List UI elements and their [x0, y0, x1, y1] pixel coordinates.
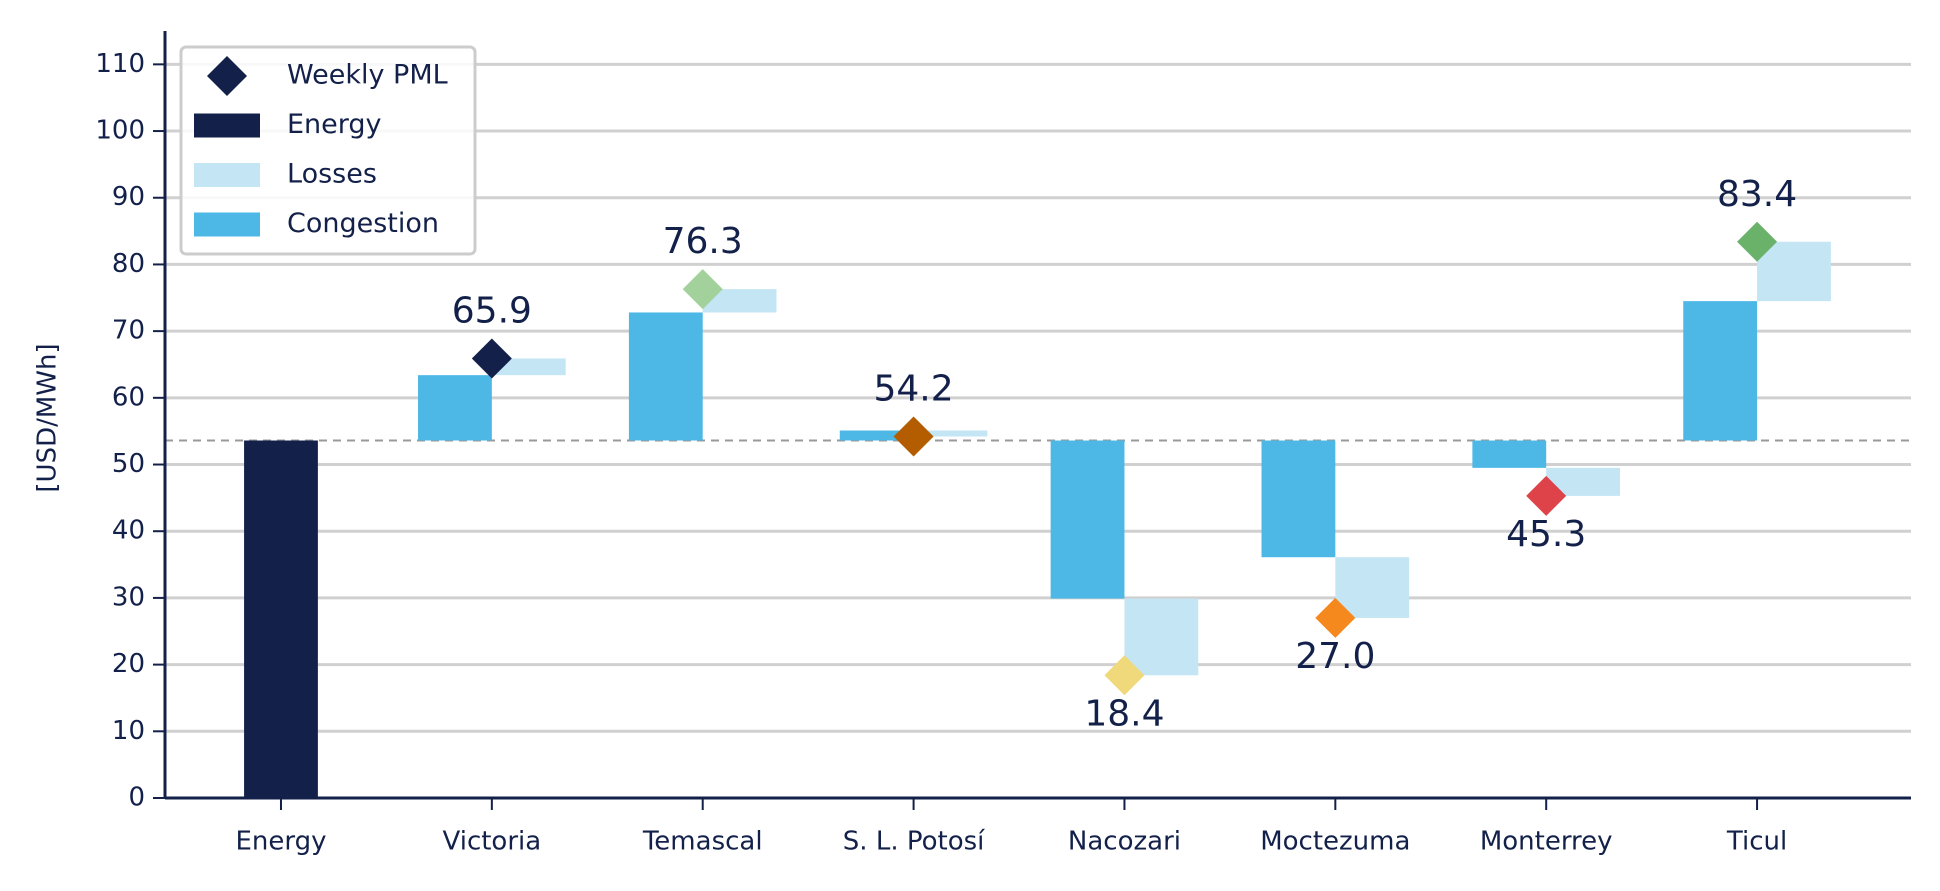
y-tick-label: 10 — [112, 716, 145, 746]
legend-swatch — [194, 163, 260, 187]
x-tick-label: Temascal — [642, 827, 763, 857]
y-tick-label: 0 — [128, 783, 145, 813]
pml-marker — [471, 338, 512, 379]
losses-bar — [1335, 557, 1410, 618]
congestion-bar — [418, 375, 492, 441]
congestion-bar — [1261, 440, 1336, 558]
y-tick-label: 30 — [112, 582, 145, 612]
y-axis-label: [USD/MWh] — [33, 343, 63, 492]
y-tick-label: 20 — [112, 649, 145, 679]
y-tick-label: 60 — [112, 382, 145, 412]
value-label: 45.3 — [1506, 514, 1586, 555]
legend-label: Congestion — [287, 208, 439, 239]
legend-label: Losses — [287, 159, 377, 190]
y-tick-label: 110 — [95, 49, 145, 79]
congestion-bar — [839, 430, 914, 441]
y-tick-label: 40 — [112, 516, 145, 546]
y-tick-label: 90 — [112, 182, 145, 212]
value-label: 27.0 — [1295, 636, 1375, 677]
congestion-bar — [1683, 301, 1758, 441]
pml-marker — [1526, 475, 1567, 516]
value-label: 83.4 — [1717, 174, 1797, 215]
losses-bar — [913, 430, 988, 437]
y-tick-label: 100 — [95, 116, 145, 146]
losses-bar — [491, 358, 566, 376]
x-tick-label: S. L. Potosí — [843, 827, 985, 857]
value-label: 54.2 — [874, 369, 954, 410]
legend-box — [179, 45, 477, 256]
losses-bar — [702, 289, 777, 313]
pml-marker — [1104, 655, 1145, 696]
y-tick-label: 80 — [112, 249, 145, 279]
x-tick-label: Energy — [235, 827, 326, 857]
value-label: 18.4 — [1084, 693, 1164, 734]
legend-label: Weekly PML — [287, 60, 448, 91]
y-tick-label: 50 — [112, 449, 145, 479]
value-label: 65.9 — [452, 290, 532, 331]
legend-marker — [207, 56, 247, 96]
congestion-bar — [1050, 440, 1125, 599]
congestion-bar — [628, 312, 703, 441]
pml-marker — [682, 269, 723, 310]
legend-swatch — [194, 212, 260, 237]
congestion-bar — [1472, 440, 1547, 468]
x-tick-label: Ticul — [1726, 827, 1787, 857]
x-tick-label: Victoria — [443, 827, 542, 857]
x-tick-label: Monterrey — [1480, 827, 1613, 857]
pml-marker — [1315, 597, 1356, 638]
legend-label: Energy — [287, 109, 382, 140]
x-tick-label: Nacozari — [1068, 827, 1181, 857]
pml-marker — [893, 416, 934, 457]
legend-swatch — [194, 113, 260, 138]
losses-bar — [1757, 241, 1831, 302]
y-tick-label: 70 — [112, 316, 145, 346]
pml-marker — [1737, 221, 1778, 262]
energy-bar — [244, 440, 318, 798]
losses-bar — [1124, 598, 1199, 676]
value-label: 76.3 — [663, 221, 743, 262]
x-tick-label: Moctezuma — [1260, 827, 1410, 857]
